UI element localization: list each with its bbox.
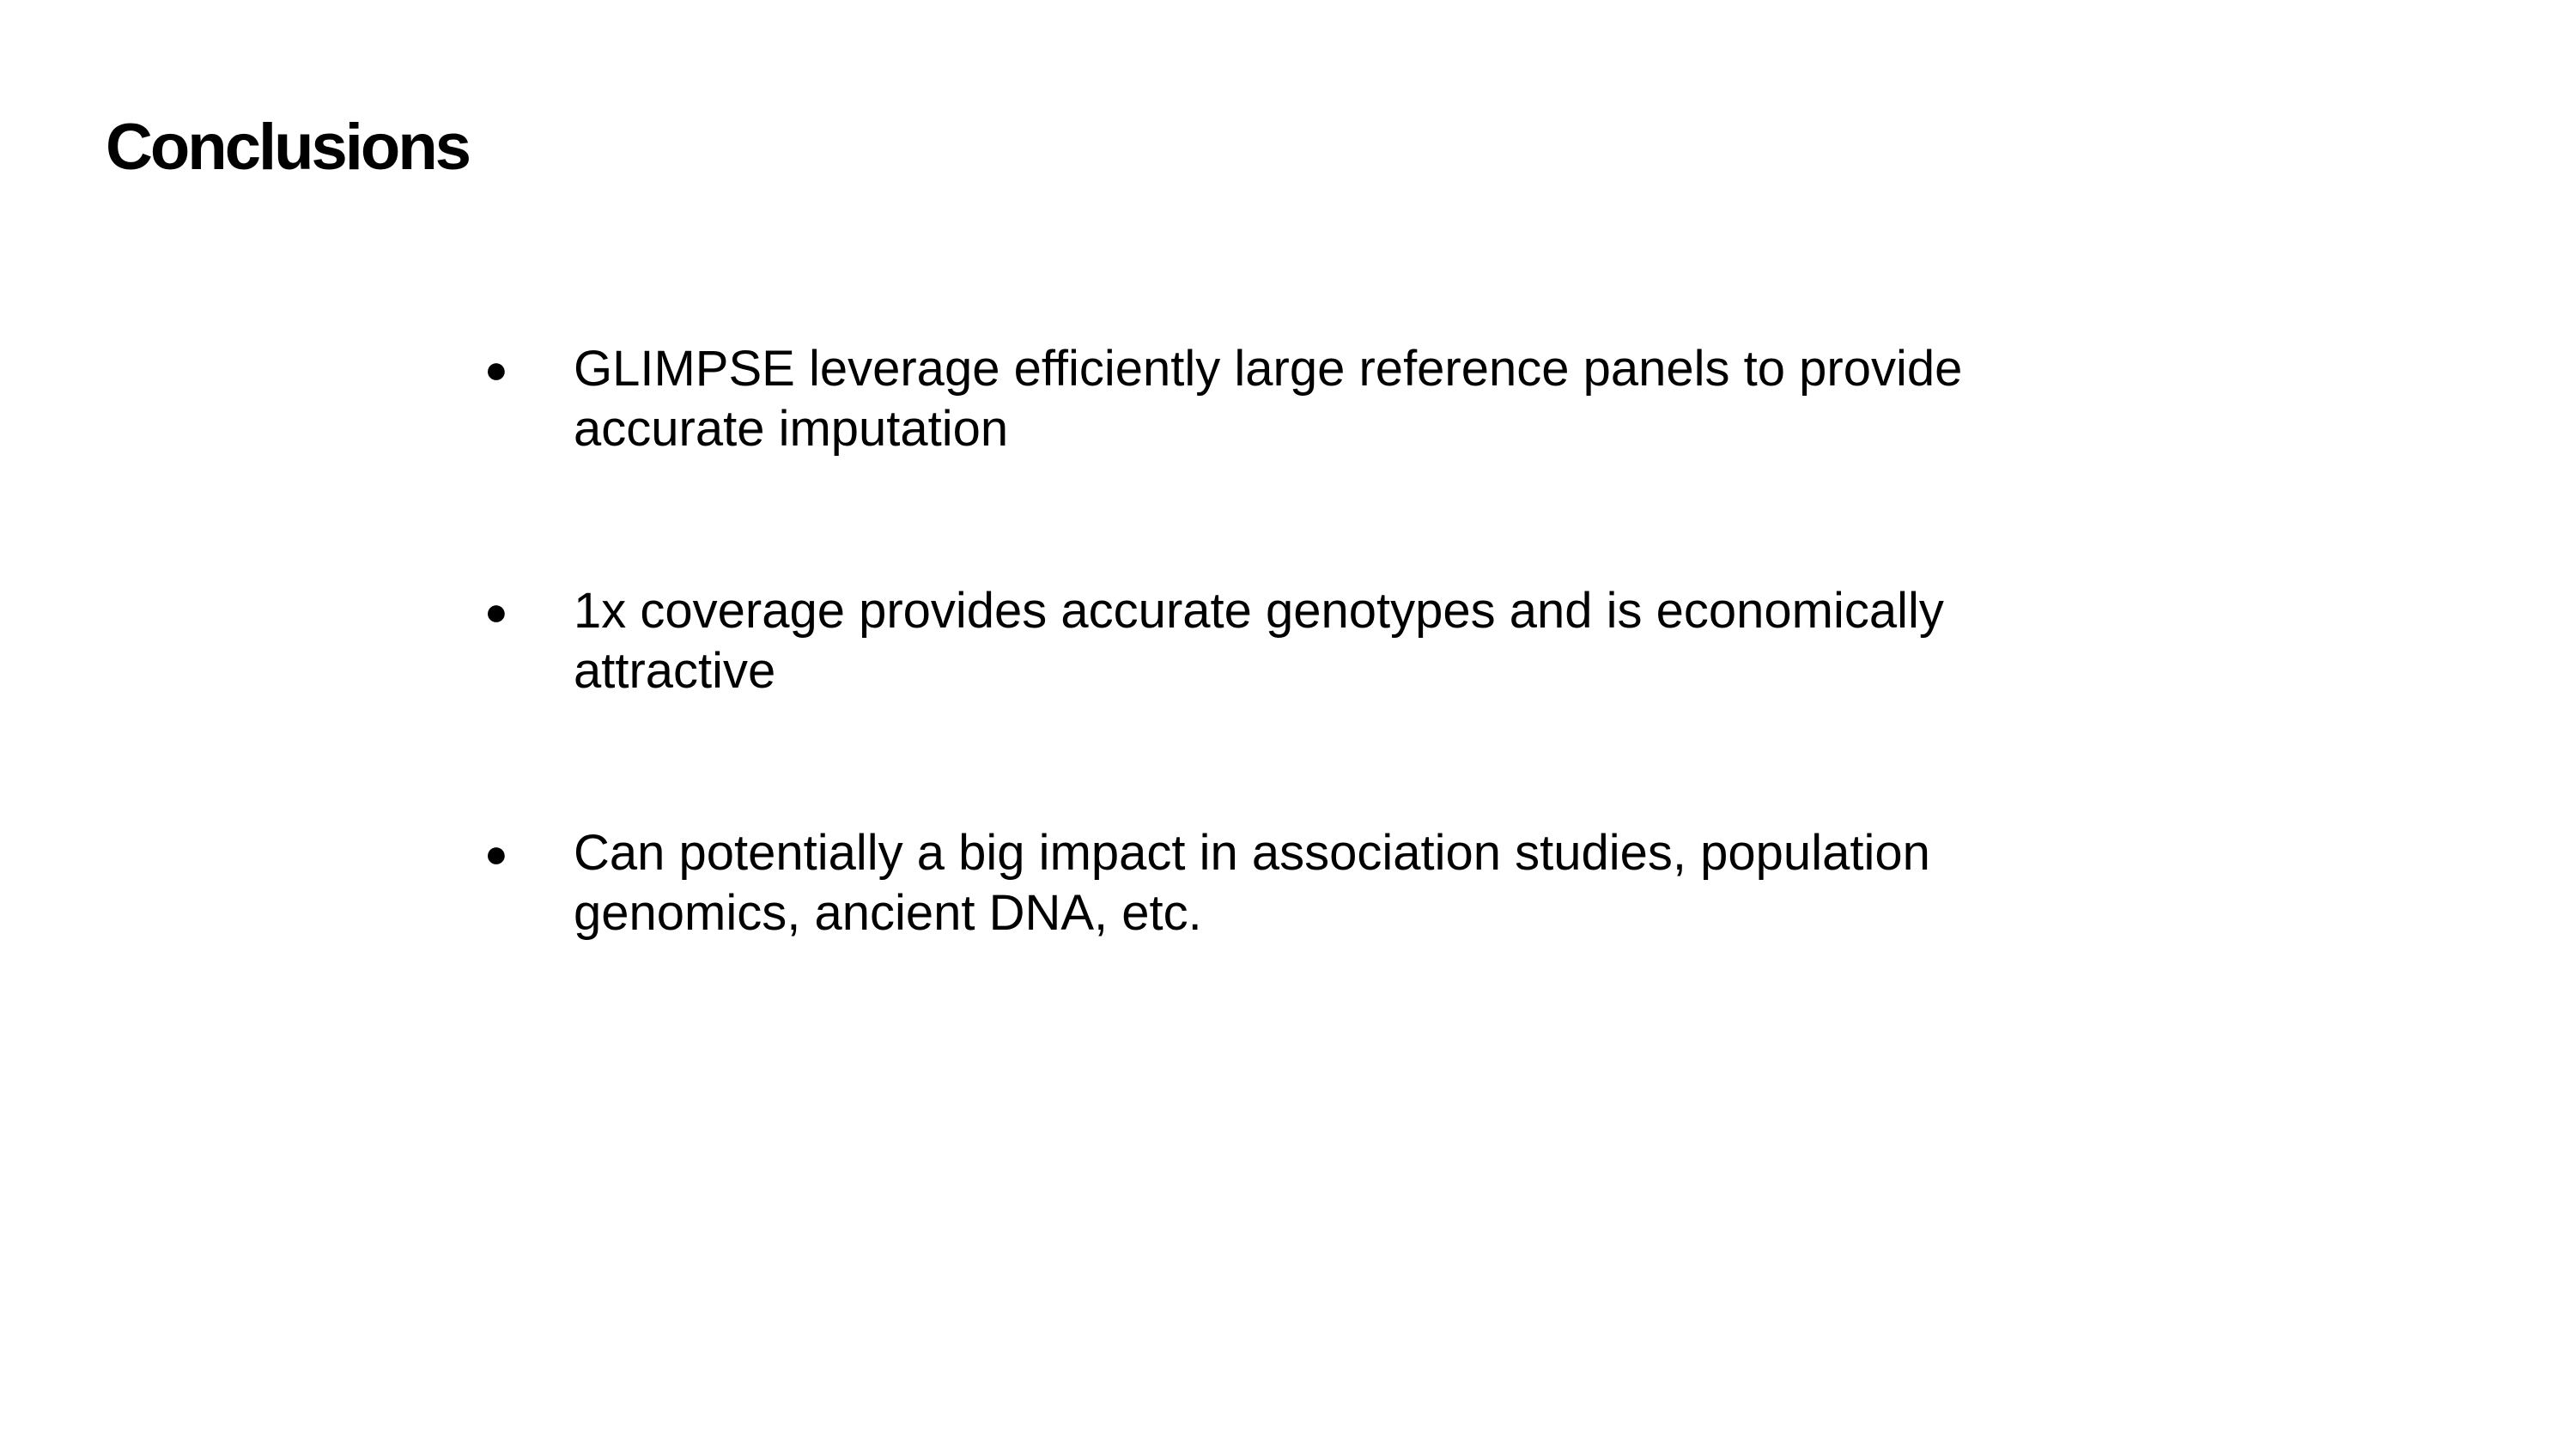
bullet-item: ● Can potentially a big impact in associ… [483, 823, 2080, 943]
bullet-text-line: attractive [574, 643, 776, 699]
bullet-list: ● GLIMPSE leverage efficiently large ref… [483, 339, 2080, 943]
bullet-text-line: GLIMPSE leverage efficiently large refer… [574, 341, 1963, 397]
bullet-text-line: genomics, ancient DNA, etc. [574, 885, 1202, 941]
bullet-icon: ● [484, 347, 508, 391]
bullet-item: ● GLIMPSE leverage efficiently large ref… [483, 339, 2080, 459]
bullet-icon: ● [484, 589, 508, 634]
bullet-item: ● 1x coverage provides accurate genotype… [483, 581, 2080, 701]
bullet-text-line: Can potentially a big impact in associat… [574, 825, 1930, 881]
bullet-text-line: 1x coverage provides accurate genotypes … [574, 583, 1944, 639]
bullet-text-line: accurate imputation [574, 401, 1009, 457]
bullet-icon: ● [484, 831, 508, 876]
slide-title: Conclusions [106, 111, 471, 184]
